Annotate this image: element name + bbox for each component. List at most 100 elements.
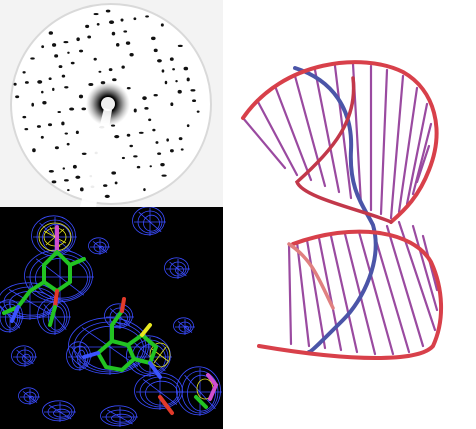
diffraction-spots (13, 9, 200, 199)
diffraction-spot (93, 12, 99, 16)
density-mesh-contour (68, 317, 149, 375)
diffraction-spot (152, 128, 156, 132)
density-mesh-contour (99, 245, 104, 251)
diffraction-spot (133, 17, 137, 21)
diffraction-spot (61, 74, 66, 78)
density-mesh-contour (175, 265, 184, 275)
diffraction-spot (36, 125, 41, 128)
density-mesh-contour (143, 214, 160, 232)
diffraction-spot (166, 138, 169, 142)
diffraction-spot (115, 43, 120, 47)
base-pair-rung (313, 68, 341, 194)
diffraction-spot (177, 89, 182, 94)
diffraction-spot (161, 174, 167, 177)
base-pair-rung (411, 224, 439, 312)
base-pair-rung (305, 238, 327, 350)
density-mesh-grid (134, 208, 166, 236)
diffraction-spot (177, 44, 183, 48)
diffraction-spot (145, 15, 149, 18)
diffraction-spot (62, 167, 66, 170)
diffraction-spot (120, 18, 124, 22)
helix-model-image (241, 60, 443, 360)
diffraction-spot (75, 175, 81, 179)
diffraction-pattern-panel (0, 0, 223, 207)
density-mesh-contour (104, 303, 133, 329)
diffraction-spot (32, 148, 36, 153)
diffraction-spot (172, 68, 175, 71)
diffraction-spot (79, 49, 84, 53)
diffraction-spot (138, 131, 144, 134)
diffraction-spot (103, 184, 108, 187)
diffraction-spot (54, 54, 59, 58)
diffraction-spot (153, 48, 158, 53)
diffraction-spot (58, 65, 63, 69)
diffraction-spot (175, 79, 178, 83)
diffraction-spot (64, 132, 68, 135)
diffraction-spot (48, 77, 52, 81)
density-mesh-contour (53, 408, 70, 418)
diffraction-spot (180, 148, 184, 151)
diffraction-spot (63, 179, 69, 182)
diffraction-spot (160, 23, 164, 27)
diffraction-spot (129, 53, 134, 57)
diffraction-spot (76, 37, 80, 42)
density-mesh-contour (18, 387, 39, 405)
diffraction-spot (161, 69, 165, 73)
density-mesh-contour (132, 207, 165, 236)
diffraction-spot (67, 51, 70, 54)
diffraction-spot (121, 65, 125, 69)
diffraction-spot (57, 110, 61, 113)
density-mesh-grid (13, 347, 37, 367)
diffraction-spot (41, 45, 45, 49)
density-mesh-grid (44, 402, 76, 422)
diffraction-spot (67, 189, 70, 192)
diffraction-spot (40, 135, 44, 139)
diffraction-spot (136, 165, 141, 169)
base-pair-rung (385, 224, 425, 348)
density-mesh-contour (173, 317, 194, 335)
diffraction-spot (186, 124, 190, 128)
density-mesh-contour (11, 345, 36, 367)
diffraction-spot (111, 31, 116, 36)
diffraction-spot (183, 66, 189, 71)
diffraction-pattern-image (0, 0, 223, 207)
density-mesh-contour (88, 237, 109, 255)
diffraction-spot (157, 152, 162, 155)
base-pair-rung (371, 228, 411, 354)
diffraction-spot (170, 102, 174, 106)
diffraction-spot (123, 30, 128, 33)
base-pair-rung (317, 236, 343, 352)
density-mesh-contour (37, 297, 70, 335)
density-mesh-contour (126, 335, 171, 377)
diffraction-spot (114, 181, 118, 185)
diffraction-spot (157, 59, 162, 63)
diffraction-spot (81, 107, 87, 111)
diffraction-spot (143, 188, 146, 192)
diffraction-spot (112, 78, 117, 82)
diffraction-spot (30, 57, 35, 60)
diffraction-spot (78, 94, 84, 99)
backbone-strand-salmon (287, 242, 335, 310)
diffraction-spot (164, 80, 168, 85)
diffraction-spot (151, 36, 156, 41)
diffraction-spot (72, 164, 77, 169)
density-mesh-contour (145, 380, 178, 406)
density-mesh-contour (164, 257, 189, 279)
diffraction-spot (61, 121, 65, 126)
base-pair-rung (379, 68, 389, 216)
diffraction-spot (64, 86, 69, 89)
diffraction-spot (48, 169, 54, 173)
base-pair-rung (295, 240, 311, 348)
beamstop (101, 97, 115, 111)
base-pair-rung (357, 230, 395, 356)
diffraction-spot (108, 20, 115, 24)
diffraction-spot (52, 43, 57, 47)
base-pair-rung (389, 74, 405, 220)
diffraction-spot (133, 108, 137, 113)
diffraction-spot (121, 156, 125, 160)
base-pair-rung (255, 98, 299, 177)
diffraction-spot (196, 110, 200, 113)
base-pair-rung (293, 74, 327, 188)
density-mesh-contour (29, 395, 34, 401)
